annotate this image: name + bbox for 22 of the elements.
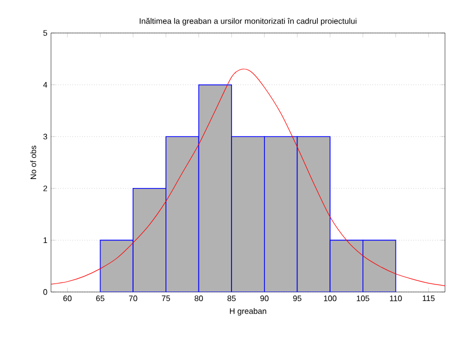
y-tick-label: 2 [43, 186, 48, 192]
y-tick-label: 3 [43, 134, 48, 140]
y-axis-title: No of obs [30, 146, 36, 179]
x-tick-label: 70 [129, 296, 138, 302]
chart-title: Inăltimea la greaban a ursilor monitorizati în cadrul proiectului [140, 18, 356, 26]
x-axis-title: H greaban [230, 308, 266, 316]
line-series [51, 68, 445, 286]
y-tick-label: 1 [44, 237, 48, 243]
y-tick-label: 0 [43, 289, 48, 295]
x-tick-label: 110 [390, 296, 402, 302]
x-tick-label: 60 [63, 296, 72, 302]
x-tick-label: 75 [162, 296, 170, 302]
x-tick-label: 90 [260, 296, 269, 302]
x-tick-label: 115 [422, 296, 435, 302]
y-tick-label: 4 [43, 82, 48, 88]
x-tick-label: 105 [356, 296, 370, 302]
x-tick-label: 95 [293, 296, 302, 302]
x-tick-label: 65 [96, 296, 104, 302]
x-tick-label: 85 [227, 296, 236, 302]
y-tick-label: 5 [43, 30, 48, 36]
x-tick-label: 100 [324, 296, 336, 302]
x-tick-label: 80 [194, 296, 203, 302]
